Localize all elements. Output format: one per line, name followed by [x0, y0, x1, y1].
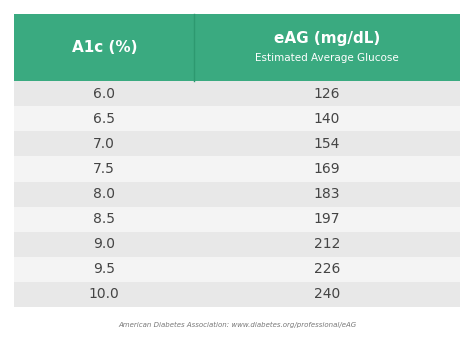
Text: 8.0: 8.0: [93, 187, 115, 201]
Text: 212: 212: [314, 237, 340, 251]
FancyBboxPatch shape: [194, 232, 460, 257]
FancyBboxPatch shape: [194, 257, 460, 282]
FancyBboxPatch shape: [14, 181, 194, 207]
Text: 226: 226: [314, 263, 340, 276]
FancyBboxPatch shape: [194, 282, 460, 307]
FancyBboxPatch shape: [194, 14, 460, 81]
FancyBboxPatch shape: [14, 131, 194, 156]
Text: 197: 197: [314, 212, 340, 226]
FancyBboxPatch shape: [14, 14, 194, 81]
Text: 10.0: 10.0: [89, 287, 119, 302]
FancyBboxPatch shape: [194, 207, 460, 232]
Text: 183: 183: [314, 187, 340, 201]
Text: 169: 169: [314, 162, 340, 176]
FancyBboxPatch shape: [194, 156, 460, 181]
Text: 7.0: 7.0: [93, 137, 115, 151]
FancyBboxPatch shape: [14, 257, 194, 282]
Text: American Diabetes Association: www.diabetes.org/professional/eAG: American Diabetes Association: www.diabe…: [118, 322, 356, 328]
FancyBboxPatch shape: [194, 81, 460, 106]
FancyBboxPatch shape: [14, 232, 194, 257]
Text: 6.5: 6.5: [93, 112, 115, 126]
Text: 140: 140: [314, 112, 340, 126]
Text: 8.5: 8.5: [93, 212, 115, 226]
Text: 6.0: 6.0: [93, 87, 115, 101]
Text: 7.5: 7.5: [93, 162, 115, 176]
Text: 9.5: 9.5: [93, 263, 115, 276]
FancyBboxPatch shape: [14, 106, 194, 131]
Text: 240: 240: [314, 287, 340, 302]
FancyBboxPatch shape: [14, 81, 194, 106]
Text: A1c (%): A1c (%): [72, 40, 137, 55]
FancyBboxPatch shape: [194, 131, 460, 156]
Text: 126: 126: [314, 87, 340, 101]
Text: eAG (mg/dL): eAG (mg/dL): [274, 30, 380, 46]
Text: 9.0: 9.0: [93, 237, 115, 251]
FancyBboxPatch shape: [194, 106, 460, 131]
Text: Estimated Average Glucose: Estimated Average Glucose: [255, 52, 399, 62]
Text: 154: 154: [314, 137, 340, 151]
FancyBboxPatch shape: [14, 282, 194, 307]
FancyBboxPatch shape: [194, 181, 460, 207]
FancyBboxPatch shape: [14, 156, 194, 181]
FancyBboxPatch shape: [14, 207, 194, 232]
